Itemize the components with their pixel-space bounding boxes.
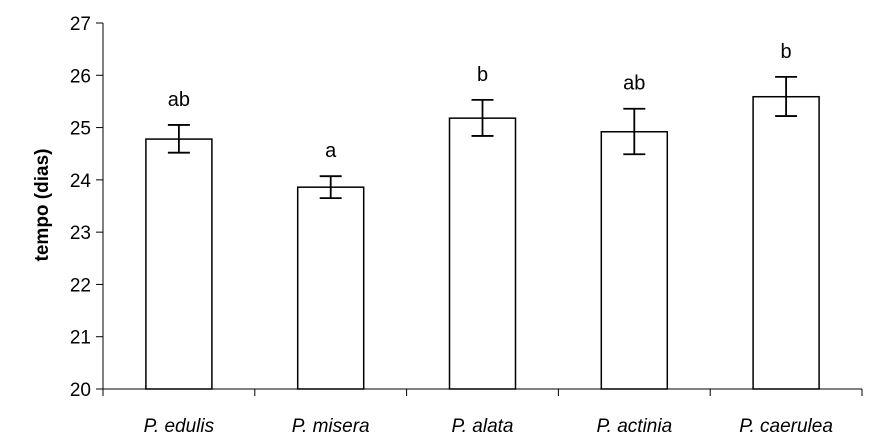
category-label: P. actinia (596, 416, 672, 437)
y-tick-label: 25 (70, 119, 91, 140)
x-axis (102, 388, 863, 396)
bar (296, 186, 365, 390)
significance-label: b (477, 64, 488, 86)
significance-label: ab (168, 89, 190, 111)
y-tick-label: 24 (70, 171, 92, 192)
category-label: P. misera (292, 416, 370, 437)
y-tick-label: 20 (70, 380, 91, 401)
bar (600, 131, 669, 390)
category-label: P. caerulea (739, 416, 833, 437)
category-label: P. alata (452, 416, 514, 437)
bars (145, 95, 820, 390)
y-tick-label: 26 (70, 66, 91, 87)
error-bars (167, 75, 798, 200)
category-label: P. edulis (144, 416, 215, 437)
category-labels: P. edulis P. misera P. alata P. actinia P. c… (144, 416, 833, 437)
y-axis-title: tempo (dias) (32, 149, 53, 262)
significance-label: b (781, 41, 792, 63)
significance-label: a (325, 140, 337, 162)
bar (448, 117, 517, 390)
y-tick-label: 27 (70, 14, 91, 35)
bar (145, 138, 213, 390)
bar (752, 95, 820, 390)
y-axis: 20 21 22 23 24 25 26 27 (70, 14, 104, 401)
significance-label: ab (623, 73, 645, 95)
y-tick-label: 22 (70, 275, 91, 296)
y-tick-label: 21 (70, 328, 91, 349)
y-tick-label: 23 (70, 223, 91, 244)
